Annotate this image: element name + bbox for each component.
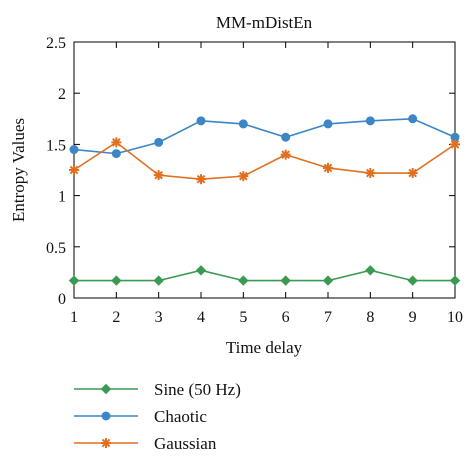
series-line: [74, 269, 455, 282]
series-line: [73, 141, 456, 181]
data-point: [365, 168, 376, 179]
x-axis-ticks: 1 2 3 4 5 6 7 8 9 10: [70, 42, 463, 326]
data-point: [323, 162, 333, 173]
x-tick-label: 8: [366, 309, 374, 326]
series-line: [73, 117, 456, 155]
data-point: [280, 149, 291, 160]
data-point: [238, 171, 249, 182]
data-point: [238, 119, 248, 129]
series-circle: [69, 114, 460, 159]
x-tick-label: 2: [112, 309, 120, 326]
data-point: [154, 137, 164, 147]
chart-title: MM-mDistEn: [216, 13, 313, 32]
data-point: [323, 119, 333, 129]
data-point: [111, 137, 122, 148]
y-tick-label: 1.5: [46, 137, 66, 154]
data-point: [111, 149, 121, 159]
legend-marker: [101, 438, 111, 448]
series-diamond: [68, 265, 461, 286]
data-point: [407, 168, 418, 179]
data-point: [449, 275, 461, 286]
y-axis-label: Entropy Values: [9, 118, 28, 222]
y-axis-ticks: 0 0.5 1 1.5 2 2.5: [46, 35, 455, 308]
legend-item: Sine (50 Hz): [74, 380, 241, 399]
legend-marker: [100, 383, 112, 395]
data-point: [195, 265, 207, 276]
data-point: [153, 170, 164, 181]
data-point-stroke: [239, 171, 248, 181]
legend-item: Gaussian: [74, 434, 217, 453]
data-point: [280, 275, 291, 286]
x-tick-label: 1: [70, 309, 78, 326]
x-tick-label: 4: [197, 309, 205, 326]
data-point: [69, 145, 79, 155]
data-point-stroke: [154, 170, 163, 180]
data-point: [153, 275, 164, 286]
legend-label: Sine (50 Hz): [154, 380, 241, 399]
y-tick-label: 0.5: [46, 240, 66, 257]
legend-marker-stroke: [101, 438, 111, 448]
x-axis-label: Time delay: [226, 338, 303, 357]
data-point-stroke: [408, 168, 417, 178]
data-point: [111, 275, 122, 286]
x-tick-label: 5: [239, 309, 247, 326]
legend-label: Chaotic: [154, 407, 207, 426]
data-point-stroke: [281, 150, 290, 159]
data-point: [365, 116, 375, 126]
data-point: [322, 275, 334, 286]
x-tick-label: 9: [409, 309, 417, 326]
data-point: [196, 174, 206, 185]
x-tick-label: 10: [447, 309, 463, 326]
legend: Sine (50 Hz) Chaotic Gaussian: [74, 380, 241, 453]
y-tick-label: 2: [58, 86, 66, 103]
data-point: [365, 265, 376, 276]
y-tick-label: 2.5: [46, 35, 66, 52]
data-point-stroke: [450, 140, 460, 149]
legend-item: Chaotic: [74, 407, 207, 426]
plot-area-frame: [73, 41, 456, 299]
data-point: [196, 116, 206, 126]
data-point-stroke: [323, 163, 333, 173]
data-point-stroke: [69, 165, 79, 175]
data-point: [408, 114, 418, 124]
series-group: [68, 114, 461, 286]
x-tick-label: 7: [324, 309, 332, 326]
series-star: [69, 137, 460, 185]
data-point: [69, 165, 79, 175]
legend-marker: [101, 411, 111, 421]
y-tick-label: 0: [58, 291, 66, 308]
x-tick-label: 6: [282, 309, 290, 326]
x-tick-label: 3: [155, 309, 163, 326]
data-point: [68, 275, 80, 286]
y-tick-label: 1: [58, 189, 66, 206]
data-point-stroke: [112, 138, 121, 147]
data-point: [450, 139, 460, 150]
data-point: [238, 275, 249, 286]
data-point: [281, 132, 291, 142]
data-point: [407, 275, 418, 286]
data-point-stroke: [366, 168, 375, 178]
legend-label: Gaussian: [154, 434, 217, 453]
data-point-stroke: [196, 174, 206, 184]
